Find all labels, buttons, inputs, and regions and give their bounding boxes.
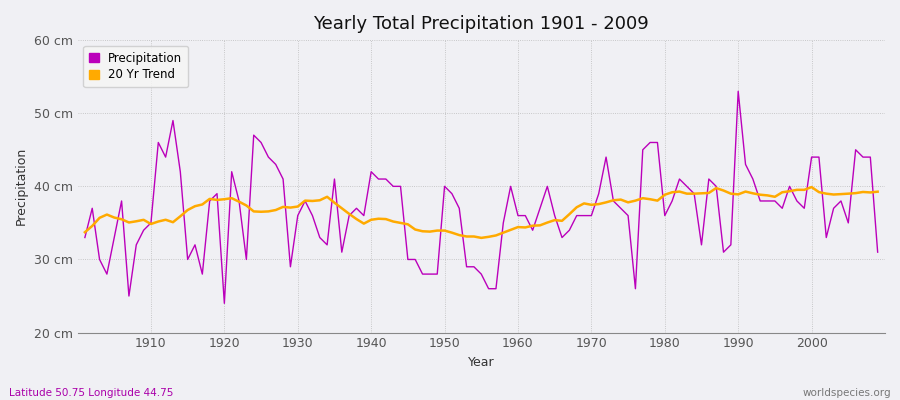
20 Yr Trend	[806, 185, 817, 190]
20 Yr Trend	[79, 230, 90, 235]
Precipitation	[520, 213, 531, 218]
Text: worldspecies.org: worldspecies.org	[803, 388, 891, 398]
Legend: Precipitation, 20 Yr Trend: Precipitation, 20 Yr Trend	[84, 46, 188, 87]
Precipitation	[513, 213, 524, 218]
Precipitation	[219, 301, 230, 306]
20 Yr Trend	[344, 212, 355, 216]
20 Yr Trend	[513, 225, 524, 230]
20 Yr Trend	[872, 189, 883, 194]
Precipitation	[139, 228, 149, 233]
Precipitation	[608, 198, 619, 203]
Precipitation	[872, 250, 883, 254]
20 Yr Trend	[608, 198, 619, 203]
20 Yr Trend	[476, 236, 487, 240]
Precipitation	[79, 235, 90, 240]
Precipitation	[733, 89, 743, 94]
Y-axis label: Precipitation: Precipitation	[15, 147, 28, 226]
Line: 20 Yr Trend: 20 Yr Trend	[85, 187, 878, 238]
20 Yr Trend	[139, 218, 149, 222]
Title: Yearly Total Precipitation 1901 - 2009: Yearly Total Precipitation 1901 - 2009	[313, 15, 649, 33]
20 Yr Trend	[520, 225, 531, 230]
X-axis label: Year: Year	[468, 356, 495, 369]
Line: Precipitation: Precipitation	[85, 91, 878, 303]
Text: Latitude 50.75 Longitude 44.75: Latitude 50.75 Longitude 44.75	[9, 388, 174, 398]
Precipitation	[351, 206, 362, 211]
Precipitation	[307, 213, 318, 218]
20 Yr Trend	[300, 198, 310, 203]
